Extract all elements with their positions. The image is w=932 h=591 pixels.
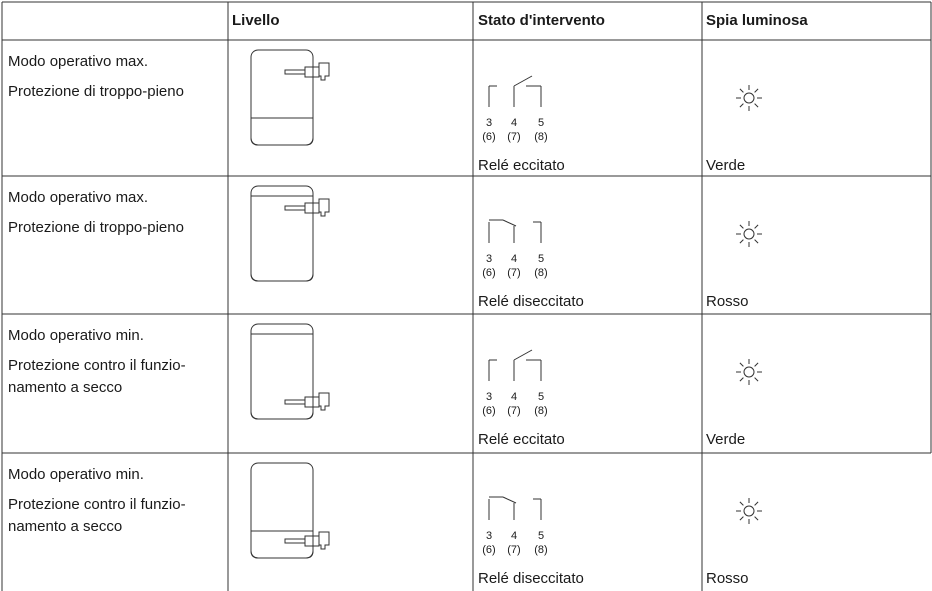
lamp-ray bbox=[754, 224, 759, 229]
sensor-head bbox=[318, 531, 330, 550]
sensor-head bbox=[318, 198, 330, 217]
terminal-number: 5 bbox=[538, 391, 544, 403]
mode-text: Protezione di troppo-pieno bbox=[8, 83, 184, 100]
tank bbox=[250, 49, 314, 146]
mode-text: Protezione contro il funzio- bbox=[8, 496, 186, 513]
sensor-body bbox=[304, 66, 320, 78]
light-color: Verde bbox=[706, 431, 745, 448]
terminal-number: 4 bbox=[511, 530, 517, 542]
terminal-alt: (7) bbox=[507, 267, 520, 279]
terminal-alt: (6) bbox=[482, 544, 495, 556]
lamp-ray bbox=[739, 516, 744, 521]
sensor-rod bbox=[284, 538, 306, 544]
sensor-rod bbox=[284, 205, 306, 211]
terminal-alt: (6) bbox=[482, 405, 495, 417]
lamp bbox=[743, 228, 755, 240]
relay-line bbox=[502, 219, 517, 227]
relay-state: Relé diseccitato bbox=[478, 570, 584, 587]
liquid bbox=[250, 530, 314, 559]
relay-state: Relé diseccitato bbox=[478, 293, 584, 310]
terminal-number: 5 bbox=[538, 253, 544, 265]
terminal-alt: (7) bbox=[507, 544, 520, 556]
sensor-body bbox=[304, 396, 320, 408]
terminal-alt: (8) bbox=[534, 544, 547, 556]
terminal-alt: (6) bbox=[482, 267, 495, 279]
lamp bbox=[743, 92, 755, 104]
lamp-ray bbox=[739, 103, 744, 108]
lamp-ray bbox=[754, 377, 759, 382]
header-light: Spia luminosa bbox=[706, 12, 808, 29]
mode-text: namento a secco bbox=[8, 518, 122, 535]
terminal-alt: (8) bbox=[534, 267, 547, 279]
header-state: Stato d'intervento bbox=[478, 12, 605, 29]
lamp bbox=[743, 366, 755, 378]
terminal-number: 3 bbox=[486, 117, 492, 129]
liquid bbox=[250, 195, 314, 282]
terminal-alt: (6) bbox=[482, 131, 495, 143]
mode-text: Modo operativo min. bbox=[8, 466, 144, 483]
lamp-ray bbox=[739, 362, 744, 367]
terminal-number: 3 bbox=[486, 530, 492, 542]
terminal-number: 3 bbox=[486, 391, 492, 403]
mode-text: Modo operativo max. bbox=[8, 53, 148, 70]
lamp-ray bbox=[754, 239, 759, 244]
lamp-ray bbox=[739, 88, 744, 93]
tank bbox=[250, 462, 314, 559]
lamp-ray bbox=[739, 224, 744, 229]
mode-text: Protezione contro il funzio- bbox=[8, 357, 186, 374]
relay-line bbox=[513, 75, 533, 87]
terminal-alt: (8) bbox=[534, 405, 547, 417]
lamp-ray bbox=[754, 103, 759, 108]
lamp-ray bbox=[754, 516, 759, 521]
header-level: Livello bbox=[232, 12, 280, 29]
mode-text: Modo operativo max. bbox=[8, 189, 148, 206]
terminal-number: 5 bbox=[538, 117, 544, 129]
light-color: Rosso bbox=[706, 293, 749, 310]
lamp-ray bbox=[739, 501, 744, 506]
lamp-ray bbox=[754, 88, 759, 93]
terminal-alt: (8) bbox=[534, 131, 547, 143]
terminal-number: 4 bbox=[511, 117, 517, 129]
relay-line bbox=[502, 496, 517, 504]
sensor-rod bbox=[284, 399, 306, 405]
lamp-ray bbox=[739, 239, 744, 244]
liquid bbox=[250, 333, 314, 420]
mode-text: Protezione di troppo-pieno bbox=[8, 219, 184, 236]
lamp bbox=[743, 505, 755, 517]
lamp-ray bbox=[754, 362, 759, 367]
sensor-head bbox=[318, 62, 330, 81]
light-color: Rosso bbox=[706, 570, 749, 587]
sensor-head bbox=[318, 392, 330, 411]
sensor-rod bbox=[284, 69, 306, 75]
relay-line bbox=[513, 349, 533, 361]
terminal-number: 3 bbox=[486, 253, 492, 265]
mode-text: namento a secco bbox=[8, 379, 122, 396]
terminal-alt: (7) bbox=[507, 405, 520, 417]
terminal-number: 5 bbox=[538, 530, 544, 542]
terminal-number: 4 bbox=[511, 253, 517, 265]
relay-state: Relé eccitato bbox=[478, 431, 565, 448]
tank bbox=[250, 185, 314, 282]
terminal-alt: (7) bbox=[507, 131, 520, 143]
sensor-body bbox=[304, 535, 320, 547]
lamp-ray bbox=[739, 377, 744, 382]
lamp-ray bbox=[754, 501, 759, 506]
liquid bbox=[250, 117, 314, 146]
light-color: Verde bbox=[706, 157, 745, 174]
relay-state: Relé eccitato bbox=[478, 157, 565, 174]
sensor-body bbox=[304, 202, 320, 214]
tank bbox=[250, 323, 314, 420]
terminal-number: 4 bbox=[511, 391, 517, 403]
mode-text: Modo operativo min. bbox=[8, 327, 144, 344]
